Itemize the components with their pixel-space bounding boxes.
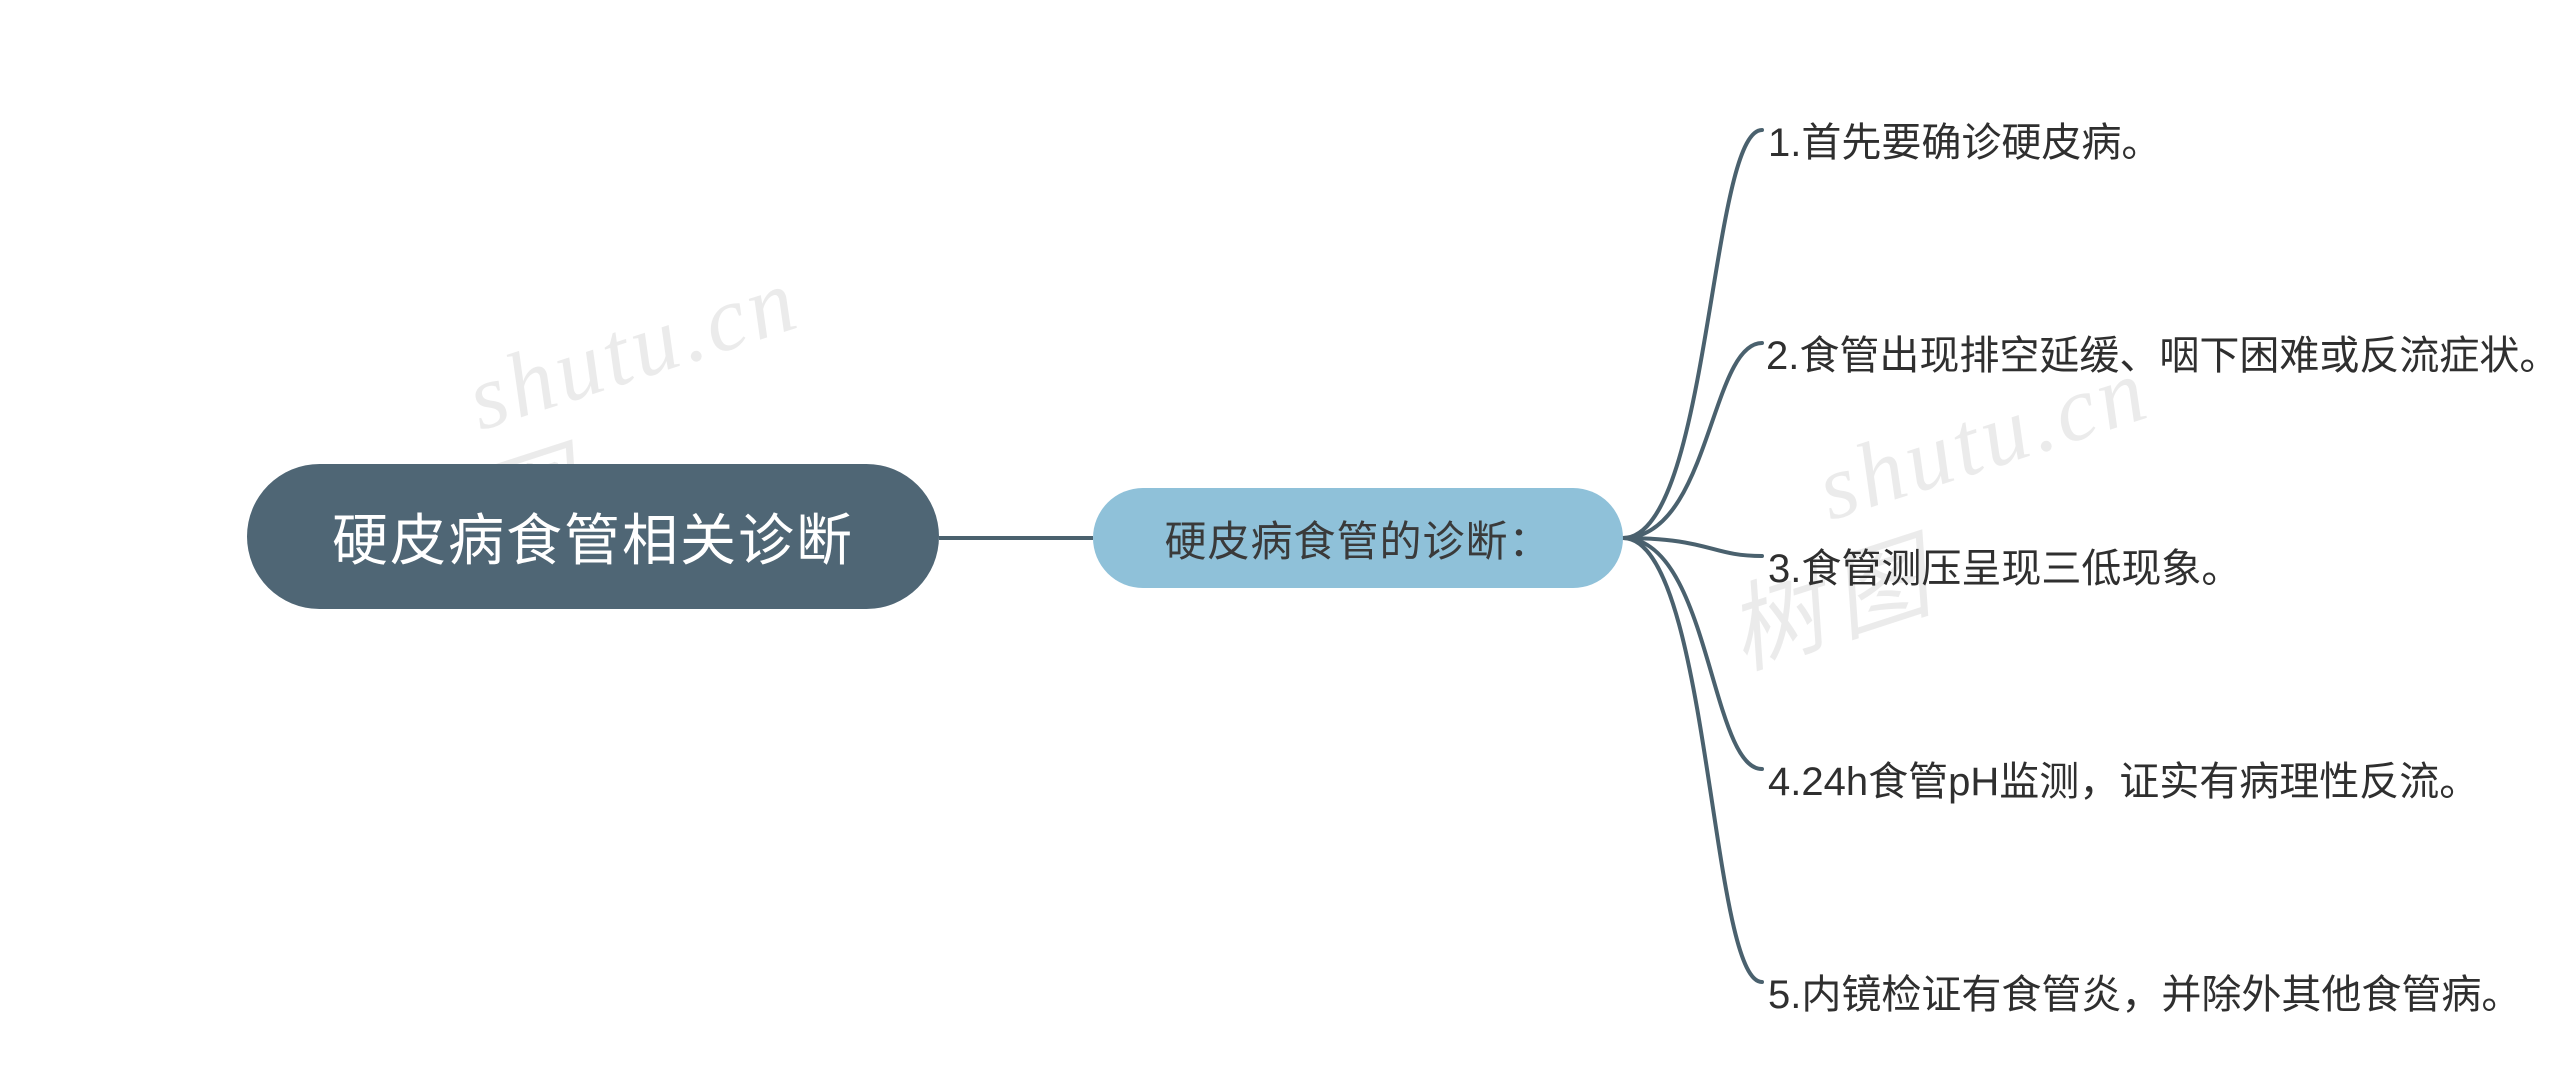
root-label: 硬皮病食管相关诊断 (332, 496, 854, 577)
leaf-2: 2.食管出现排空延缓、咽下困难或反流症状。 (1766, 323, 2559, 381)
leaf-4: 4.24h食管pH监测，证实有病理性反流。 (1768, 749, 2479, 807)
leaf-3-label: 3.食管测压呈现三低现象。 (1768, 536, 2241, 594)
leaf-1: 1.首先要确诊硬皮病。 (1768, 110, 2161, 168)
leaf-5-label: 5.内镜检证有食管炎，并除外其他食管病。 (1768, 962, 2521, 1020)
connector-root-sub (939, 536, 1093, 540)
leaf-5: 5.内镜检证有食管炎，并除外其他食管病。 (1768, 962, 2521, 1020)
sub-node: 硬皮病食管的诊断： (1093, 488, 1623, 588)
watermark-2: shutu.cn 树图 (1680, 335, 2198, 695)
root-node: 硬皮病食管相关诊断 (247, 464, 939, 609)
leaf-2-label: 2.食管出现排空延缓、咽下困难或反流症状。 (1766, 323, 2559, 381)
sub-label: 硬皮病食管的诊断： (1164, 508, 1551, 569)
leaf-3: 3.食管测压呈现三低现象。 (1768, 536, 2241, 594)
leaf-4-label: 4.24h食管pH监测，证实有病理性反流。 (1768, 749, 2479, 807)
leaf-1-label: 1.首先要确诊硬皮病。 (1768, 110, 2161, 168)
watermark-1-top: shutu.cn (454, 245, 811, 451)
